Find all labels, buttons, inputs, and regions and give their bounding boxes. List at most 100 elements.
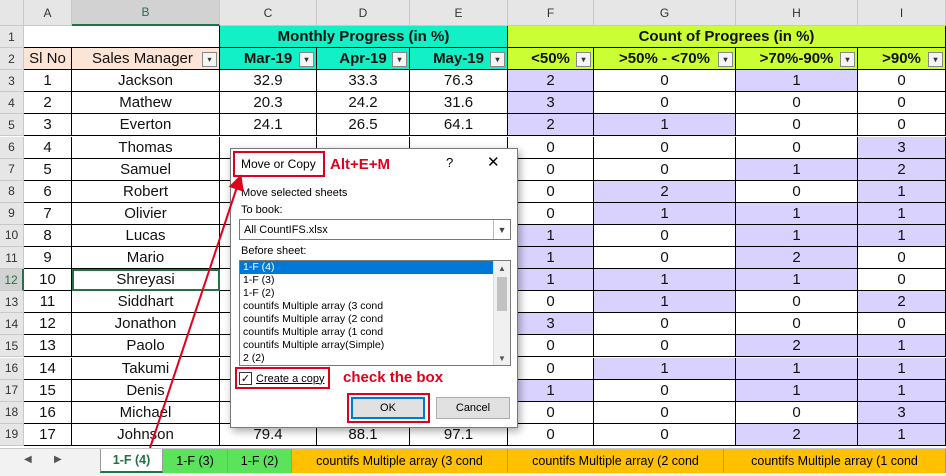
- row-header-6[interactable]: 6: [0, 136, 24, 159]
- table-cell[interactable]: 9: [24, 247, 72, 270]
- cancel-button[interactable]: Cancel: [436, 397, 510, 419]
- table-cell[interactable]: 26.5: [317, 114, 410, 137]
- table-cell[interactable]: 2: [736, 423, 858, 446]
- table-cell[interactable]: 0: [858, 92, 946, 115]
- table-cell[interactable]: 3: [858, 401, 946, 424]
- filter-dropdown-icon[interactable]: ▾: [299, 52, 314, 68]
- table-cell[interactable]: 0: [508, 357, 594, 380]
- column-header-a[interactable]: A: [24, 0, 72, 26]
- table-cell[interactable]: 1: [858, 379, 946, 402]
- filter-dropdown-icon[interactable]: ▾: [490, 52, 505, 68]
- sheet-tab[interactable]: 1-F (2): [228, 449, 292, 473]
- row-header-16[interactable]: 16: [0, 357, 24, 380]
- table-cell[interactable]: Denis: [72, 379, 220, 402]
- filter-dropdown-icon[interactable]: ▾: [576, 52, 591, 68]
- sheet-list-item[interactable]: 1-F (4): [240, 261, 510, 274]
- table-cell[interactable]: 1: [736, 202, 858, 225]
- blank-header-cell[interactable]: [24, 26, 220, 49]
- table-cell[interactable]: 1: [858, 180, 946, 203]
- table-cell[interactable]: 1: [736, 224, 858, 247]
- filter-dropdown-icon[interactable]: ▾: [718, 52, 733, 68]
- table-cell[interactable]: 79.4: [220, 423, 317, 446]
- table-cell[interactable]: Thomas: [72, 136, 220, 159]
- column-header-g[interactable]: G: [594, 0, 736, 26]
- sheet-tab[interactable]: countifs Multiple array (1 cond: [724, 449, 946, 473]
- sheet-list-item[interactable]: countifs Multiple array (3 cond: [243, 300, 384, 312]
- sheet-list-item[interactable]: countifs Multiple array(Simple): [243, 339, 385, 351]
- row-header-13[interactable]: 13: [0, 291, 24, 314]
- table-cell[interactable]: 8: [24, 224, 72, 247]
- row-header-10[interactable]: 10: [0, 224, 24, 247]
- table-cell[interactable]: 0: [594, 224, 736, 247]
- tab-scroll-left-icon[interactable]: ◀: [24, 454, 32, 465]
- table-cell[interactable]: 1: [858, 423, 946, 446]
- help-icon[interactable]: ?: [446, 155, 454, 170]
- sheet-tab[interactable]: countifs Multiple array (3 cond: [292, 449, 508, 473]
- ok-button[interactable]: OK: [351, 397, 425, 419]
- row-header-12[interactable]: 12: [0, 269, 24, 292]
- table-cell[interactable]: 14: [24, 357, 72, 380]
- header-cell-6[interactable]: <50% ▾: [508, 48, 594, 71]
- count-progress-header[interactable]: Count of Progrees (in %): [508, 26, 946, 49]
- table-cell[interactable]: 3: [508, 313, 594, 336]
- table-cell[interactable]: 0: [508, 401, 594, 424]
- select-all-corner[interactable]: [0, 0, 24, 26]
- sheet-list-item[interactable]: countifs Multiple array (1 cond: [243, 326, 384, 338]
- header-cell-7[interactable]: >50% - <70% ▾: [594, 48, 736, 71]
- table-cell[interactable]: 1: [736, 158, 858, 181]
- table-cell[interactable]: 0: [736, 313, 858, 336]
- before-sheet-list[interactable]: 1-F (4) 1-F (3) 1-F (2) countifs Multiple a…: [239, 260, 511, 366]
- table-cell[interactable]: 1: [594, 291, 736, 314]
- column-header-c[interactable]: C: [220, 0, 317, 26]
- header-cell-2[interactable]: Sales Manager ▾: [72, 48, 220, 71]
- table-cell[interactable]: 0: [508, 136, 594, 159]
- table-cell[interactable]: 4: [24, 136, 72, 159]
- tab-scroll-right-icon[interactable]: ▶: [54, 454, 62, 465]
- row-header-9[interactable]: 9: [0, 202, 24, 225]
- table-cell[interactable]: Mathew: [72, 92, 220, 115]
- table-cell[interactable]: 1: [594, 357, 736, 380]
- table-cell[interactable]: 11: [24, 291, 72, 314]
- table-cell[interactable]: 6: [24, 180, 72, 203]
- table-cell[interactable]: 76.3: [410, 70, 508, 93]
- table-cell[interactable]: 0: [736, 401, 858, 424]
- header-cell-9[interactable]: >90% ▾: [858, 48, 946, 71]
- scroll-up-icon[interactable]: ▲: [498, 263, 506, 273]
- table-cell[interactable]: 1: [508, 224, 594, 247]
- table-cell[interactable]: 1: [858, 335, 946, 358]
- table-cell[interactable]: Robert: [72, 180, 220, 203]
- table-cell[interactable]: 0: [736, 136, 858, 159]
- row-header-2[interactable]: 2: [0, 48, 24, 71]
- column-header-d[interactable]: D: [317, 0, 410, 26]
- table-cell[interactable]: 0: [858, 269, 946, 292]
- table-cell[interactable]: 0: [594, 247, 736, 270]
- table-cell[interactable]: Takumi: [72, 357, 220, 380]
- table-cell[interactable]: 2: [736, 335, 858, 358]
- table-cell[interactable]: Shreyasi: [72, 269, 220, 292]
- table-cell[interactable]: 0: [858, 114, 946, 137]
- header-cell-1[interactable]: Sl No: [24, 48, 72, 71]
- table-cell[interactable]: 0: [508, 335, 594, 358]
- table-cell[interactable]: 1: [508, 379, 594, 402]
- table-cell[interactable]: 1: [594, 202, 736, 225]
- table-cell[interactable]: 0: [594, 158, 736, 181]
- table-cell[interactable]: 1: [736, 70, 858, 93]
- table-cell[interactable]: 0: [594, 70, 736, 93]
- row-header-18[interactable]: 18: [0, 401, 24, 424]
- table-cell[interactable]: 1: [736, 379, 858, 402]
- sheet-list-item[interactable]: 1-F (3): [243, 274, 275, 286]
- table-cell[interactable]: Paolo: [72, 335, 220, 358]
- table-cell[interactable]: 0: [508, 291, 594, 314]
- table-cell[interactable]: 0: [736, 291, 858, 314]
- to-book-select[interactable]: All CountIFS.xlsx ▼: [239, 219, 511, 240]
- sheet-list-item[interactable]: countifs Multiple array (2 cond: [243, 313, 384, 325]
- sheet-tab[interactable]: 1-F (4): [100, 449, 163, 473]
- table-cell[interactable]: 5: [24, 158, 72, 181]
- header-cell-5[interactable]: May-19 ▾: [410, 48, 508, 71]
- table-cell[interactable]: Lucas: [72, 224, 220, 247]
- table-cell[interactable]: 64.1: [410, 114, 508, 137]
- table-cell[interactable]: Mario: [72, 247, 220, 270]
- table-cell[interactable]: 1: [858, 224, 946, 247]
- table-cell[interactable]: 0: [508, 423, 594, 446]
- row-header-3[interactable]: 3: [0, 70, 24, 93]
